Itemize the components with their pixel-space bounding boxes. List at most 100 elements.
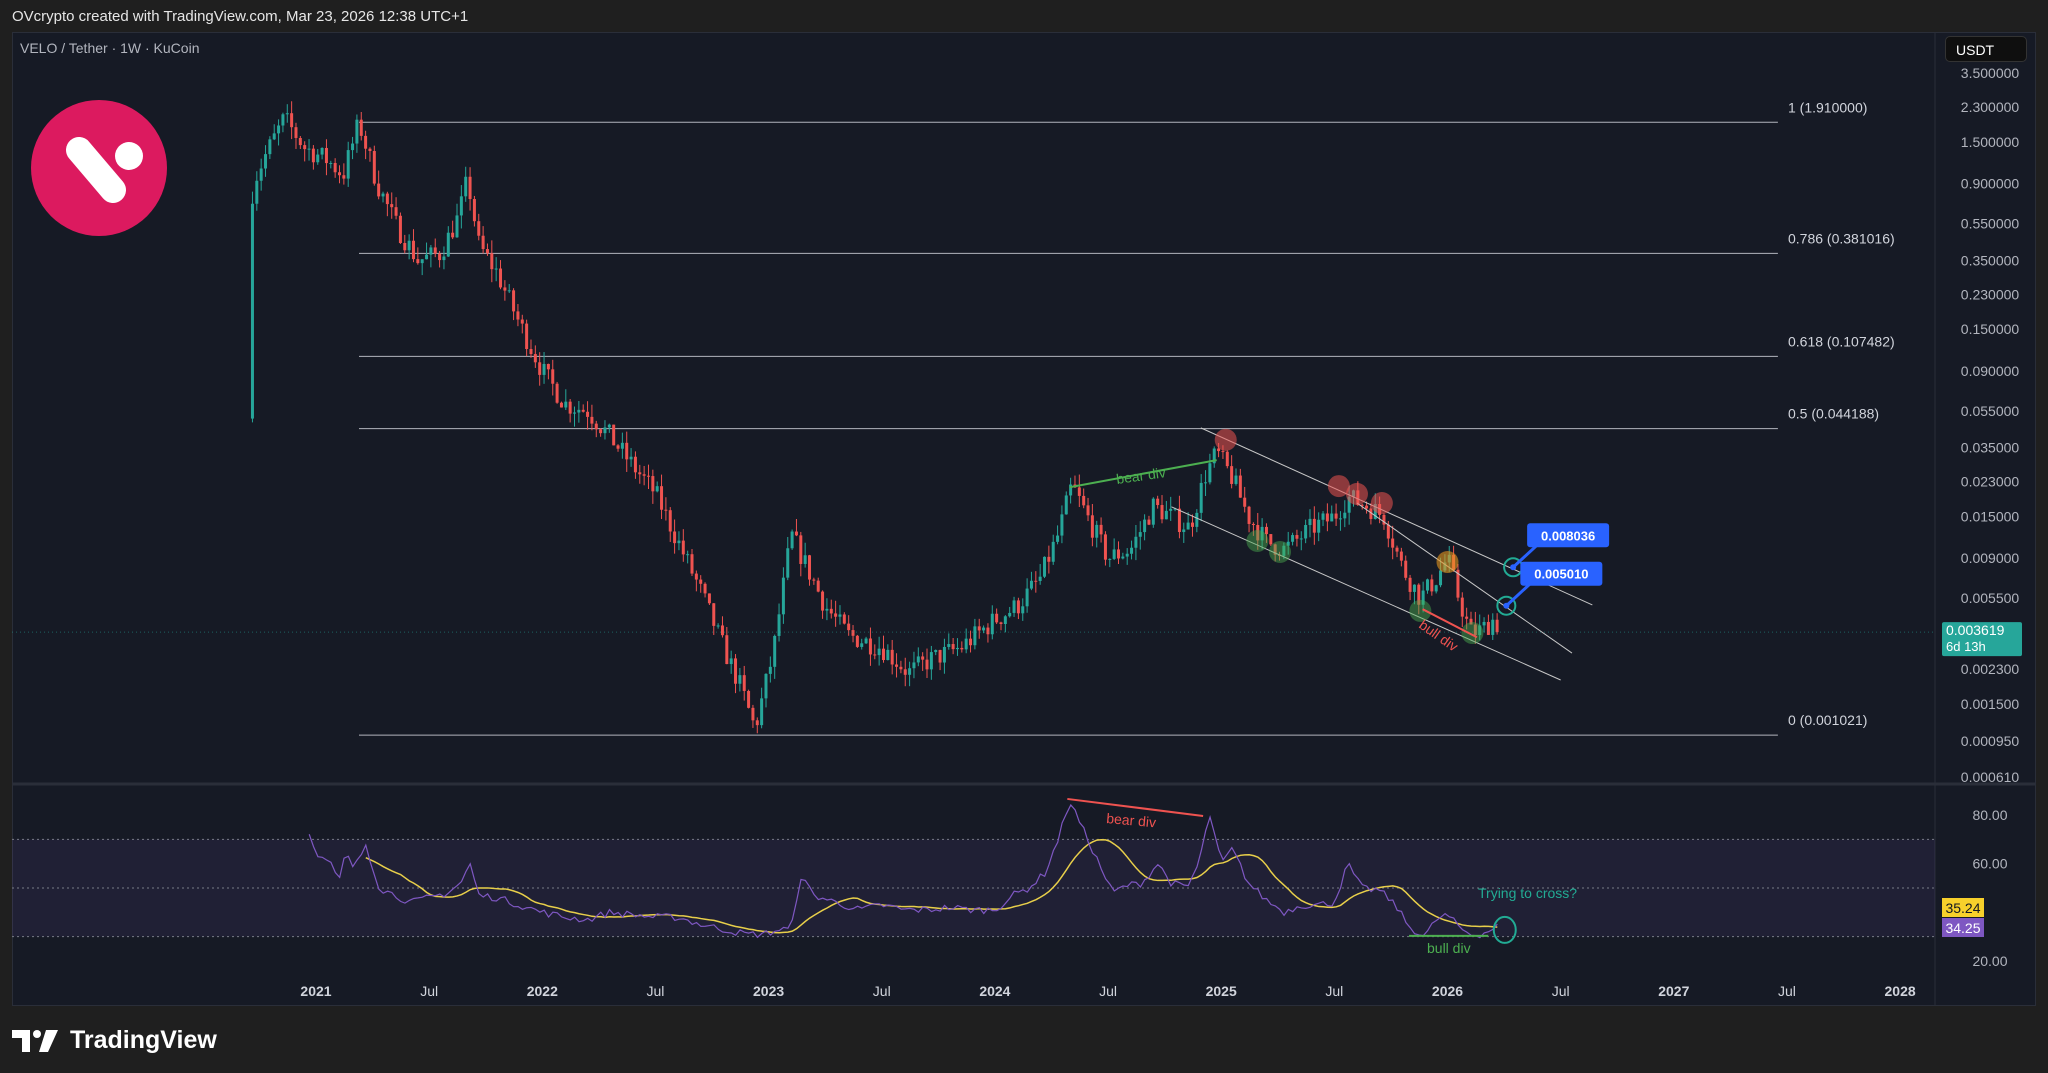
candle-body (433, 247, 437, 254)
candle-body (1116, 549, 1120, 559)
candle-body (1491, 619, 1495, 635)
candle-body (1495, 619, 1499, 633)
candle-body (1412, 584, 1416, 592)
callout-label: 0.005010 (1534, 567, 1588, 582)
candle-body (1125, 553, 1129, 557)
time-tick-label: 2028 (1885, 983, 1916, 999)
candle-body (1269, 534, 1273, 545)
symbol-title[interactable]: VELO / Tether · 1W · KuCoin (20, 40, 200, 56)
candle-body (699, 579, 703, 584)
currency-selector[interactable]: USDT (1945, 36, 2027, 62)
candle-body (329, 162, 333, 164)
candle-body (1251, 523, 1255, 525)
candle-body (1147, 519, 1151, 525)
candle-body (612, 424, 616, 446)
trendline (1356, 502, 1573, 654)
candle-body (908, 668, 912, 675)
candle-body (764, 673, 768, 699)
candle-body (1369, 508, 1373, 519)
candle-body (986, 627, 990, 635)
time-tick-label: Jul (1778, 983, 1796, 999)
time-tick-label: 2023 (753, 983, 784, 999)
candle-body (860, 643, 864, 647)
fib-level-label: 0 (0.001021) (1788, 712, 1867, 728)
candle-body (742, 675, 746, 691)
candle-body (1230, 466, 1234, 484)
rsi-ma-line (365, 838, 1498, 934)
chart-panel[interactable] (12, 32, 2036, 1006)
candle-body (1408, 577, 1412, 592)
candle-body (290, 113, 294, 128)
candle-body (303, 145, 307, 150)
candle-body (1095, 524, 1099, 538)
green-marker-circle (1409, 599, 1432, 622)
price-tick-label: 0.001500 (1961, 696, 2020, 712)
candle-body (277, 125, 281, 134)
candle-body (420, 259, 424, 264)
candle-body (372, 151, 376, 184)
candle-body (1282, 545, 1286, 556)
price-tick-label: 0.009000 (1961, 550, 2020, 566)
fib-level-label: 0.5 (0.044188) (1788, 406, 1879, 422)
candle-body (633, 456, 637, 473)
price-tick-label: 1.500000 (1961, 134, 2020, 150)
candle-body (581, 409, 585, 412)
callout-box (1527, 523, 1610, 548)
candle-body (1099, 524, 1103, 535)
candle-body (1325, 513, 1329, 522)
time-tick-label: 2021 (300, 983, 331, 999)
candle-body (716, 625, 720, 627)
candle-body (1173, 508, 1177, 510)
candle-body (816, 580, 820, 592)
candle-body (411, 240, 415, 260)
rsi-question-label: Trying to cross? (1478, 885, 1577, 901)
candle-body (773, 635, 777, 667)
candle-body (455, 215, 459, 238)
candle-body (855, 635, 859, 647)
candle-body (1051, 541, 1055, 562)
candle-body (1108, 558, 1112, 560)
candle-body (955, 647, 959, 650)
candle-body (886, 649, 890, 661)
candle-body (660, 486, 664, 510)
candle-body (725, 635, 729, 665)
candle-body (1212, 448, 1216, 464)
candle-body (1182, 529, 1186, 533)
callout-target-circle (1496, 595, 1517, 616)
candle-body (629, 456, 633, 460)
candle-body (1247, 506, 1251, 524)
candle-body (925, 659, 929, 670)
candle-body (1330, 513, 1334, 522)
green-marker-circle (1461, 622, 1484, 645)
bull-div-label: bull div (1416, 616, 1461, 654)
candle-body (407, 240, 411, 251)
candle-body (1347, 496, 1351, 513)
candle-body (620, 442, 624, 449)
candle-body (1460, 597, 1464, 617)
bull-div-line (1422, 608, 1478, 639)
candle-body (1260, 526, 1264, 541)
red-marker-circle (1327, 475, 1350, 498)
candle-body (1069, 484, 1073, 496)
velo-logo (31, 100, 167, 236)
last-price-badge (1942, 622, 2022, 657)
candle-body (1082, 495, 1086, 506)
candle-body (690, 554, 694, 574)
candle-body (808, 555, 812, 580)
price-tick-label: 0.090000 (1961, 363, 2020, 379)
candle-body (355, 119, 359, 144)
candle-body (912, 662, 916, 669)
candle-body (1425, 579, 1429, 591)
fib-level-label: 0.618 (0.107482) (1788, 333, 1895, 349)
rsi-badge (1942, 918, 1984, 937)
candle-body (516, 311, 520, 320)
candle-body (1208, 463, 1212, 483)
candle-body (638, 472, 642, 475)
candle-body (298, 137, 302, 146)
candle-body (568, 401, 572, 414)
callout-box (1520, 561, 1603, 586)
candle-body (594, 423, 598, 430)
candle-body (1439, 570, 1443, 586)
candle-body (982, 627, 986, 631)
